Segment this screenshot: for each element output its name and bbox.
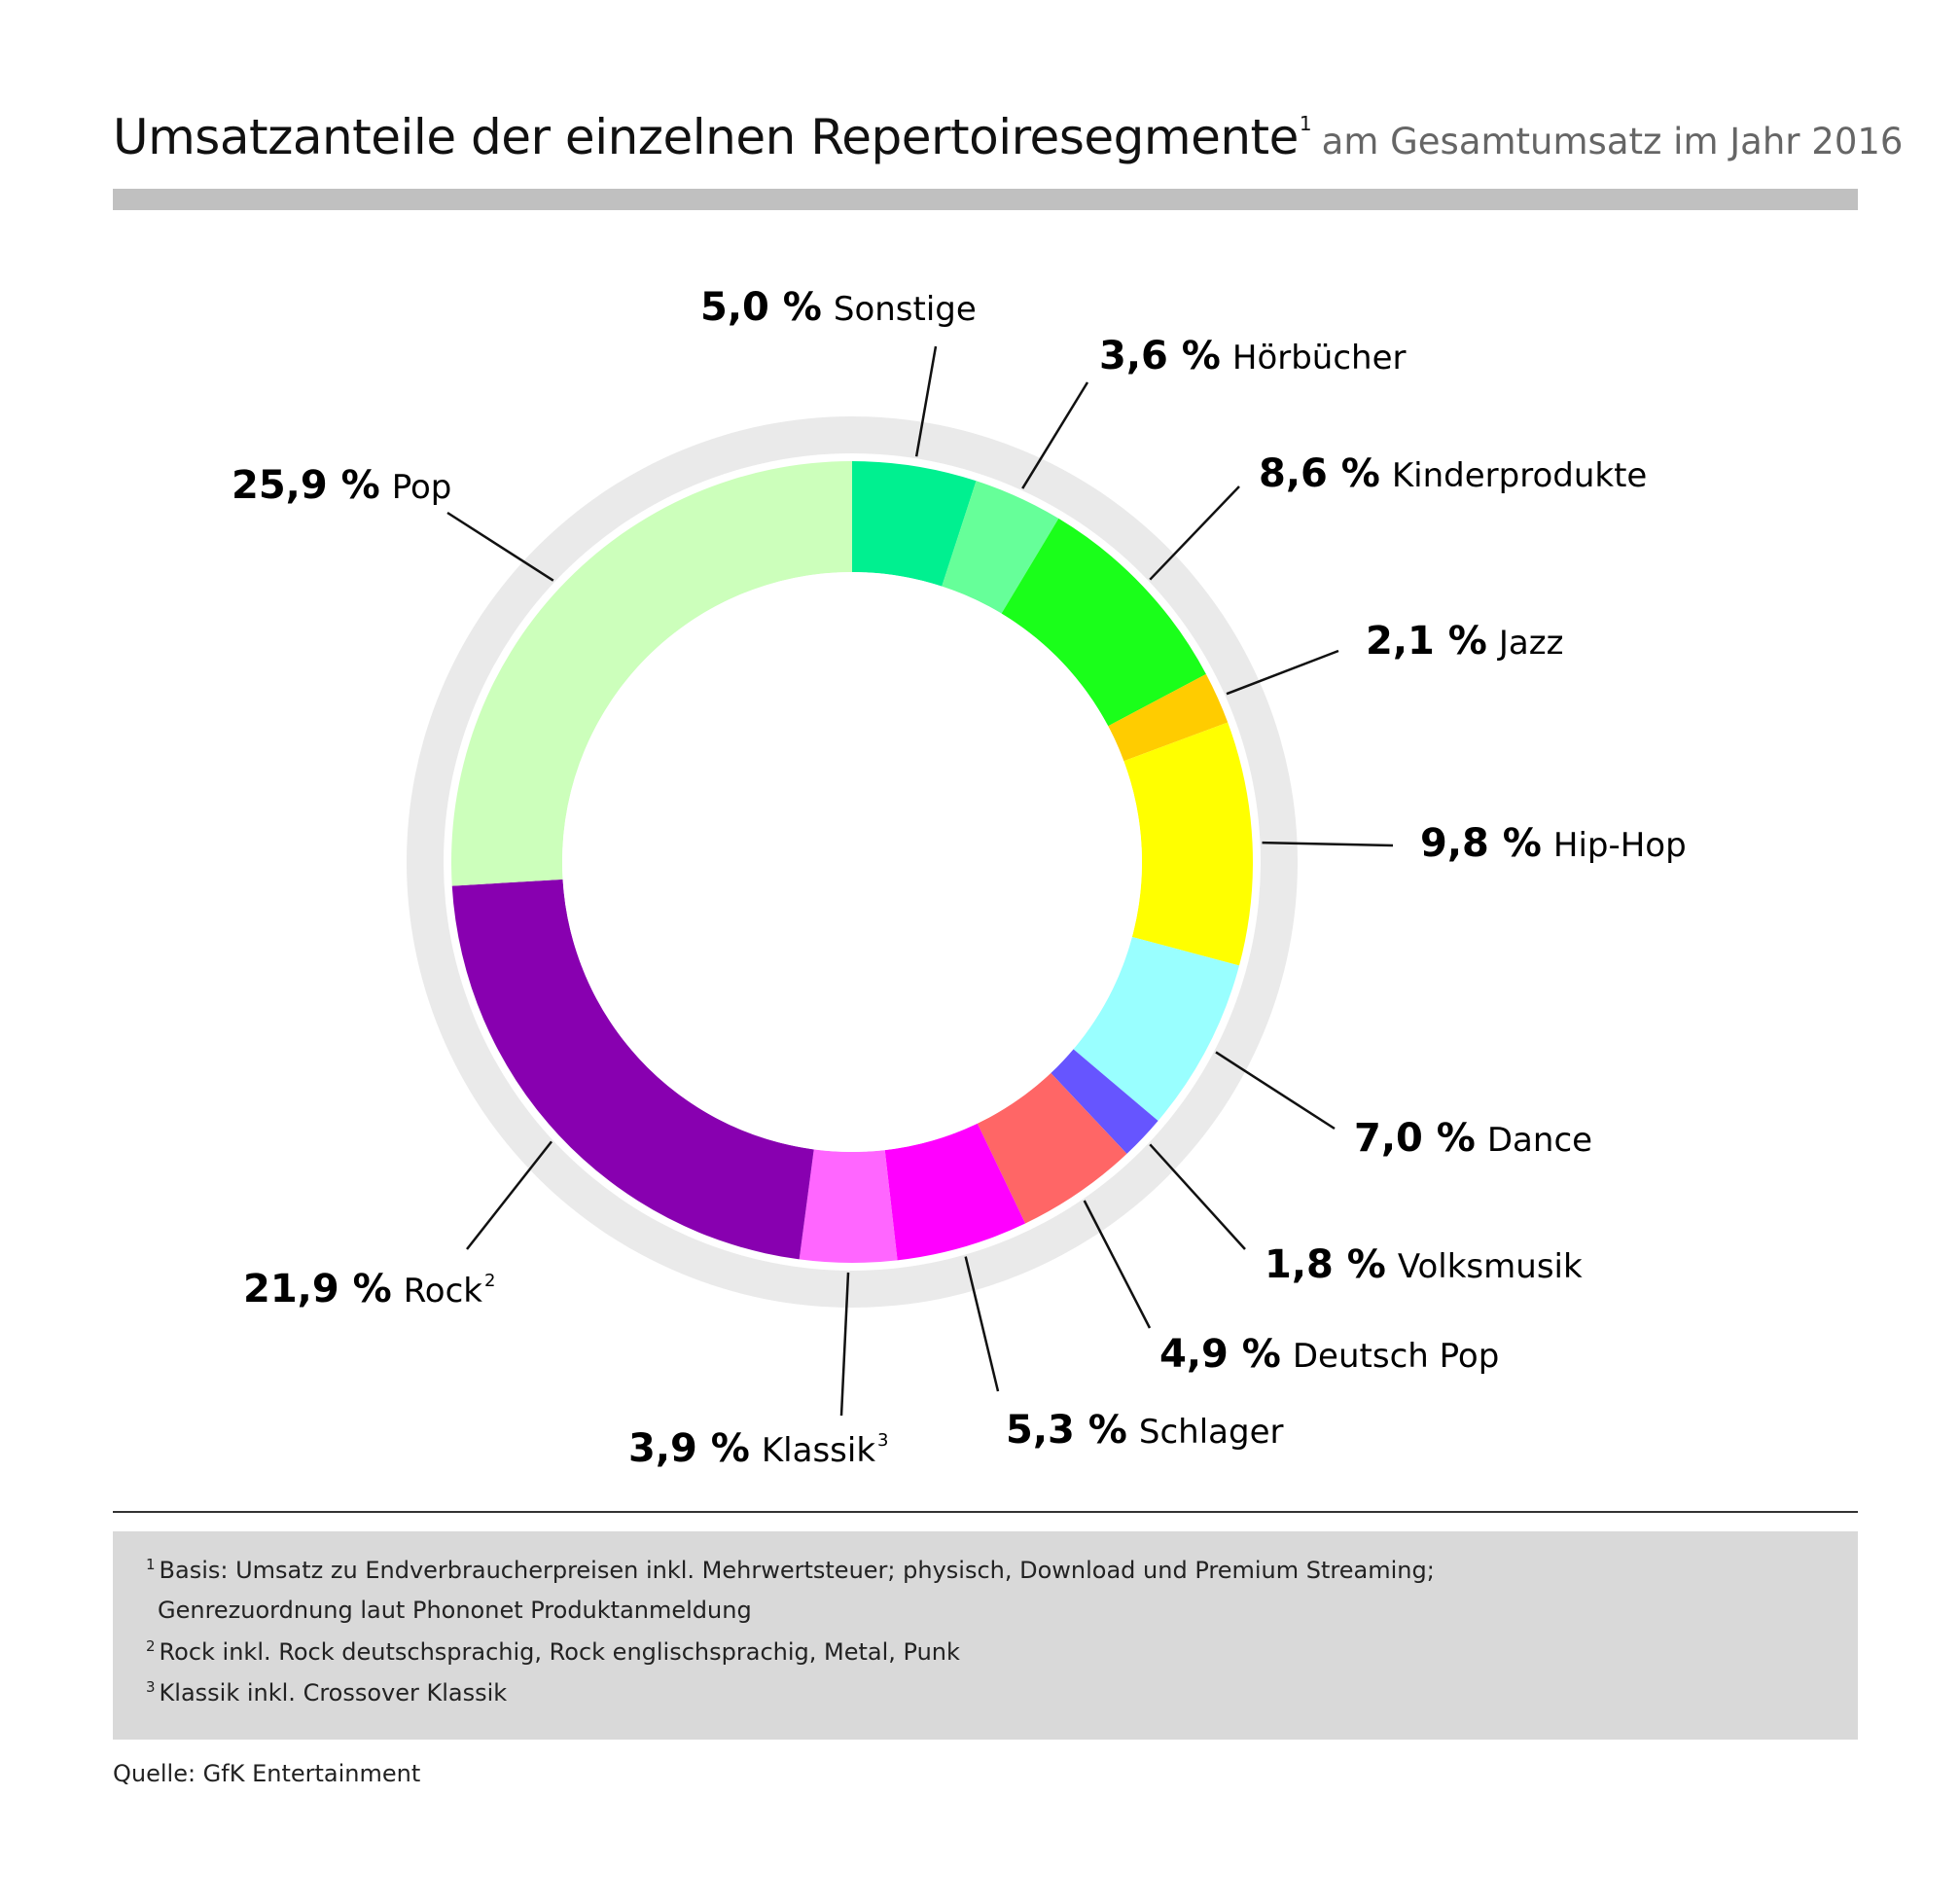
slice-label: 4,9 % Deutsch Pop <box>1159 1332 1499 1377</box>
slice-value: 7,0 % <box>1354 1116 1476 1161</box>
slice-name: Deutsch Pop <box>1293 1337 1499 1376</box>
chart-title-main: Umsatzanteile der einzelnen Repertoirese… <box>113 109 1299 165</box>
slice-label: 3,9 % Klassik 3 <box>628 1426 888 1471</box>
slice-label: 5,0 % Sonstige <box>700 285 977 330</box>
slice-name: Volksmusik <box>1398 1247 1583 1286</box>
footnote-2: 2 Rock inkl. Rock deutschsprachig, Rock e… <box>146 1637 960 1666</box>
slice-name: Kinderprodukte <box>1392 456 1647 495</box>
donut-slices <box>451 461 1253 1263</box>
leader-line <box>1149 1143 1246 1250</box>
slice-value: 21,9 % <box>243 1267 392 1311</box>
slice-label: 9,8 % Hip-Hop <box>1420 821 1687 866</box>
slice-name: Sonstige <box>834 290 977 329</box>
source-note: Quelle: GfK Entertainment <box>113 1760 421 1787</box>
slice-value: 5,0 % <box>700 285 822 330</box>
slice-value: 25,9 % <box>232 463 380 508</box>
footnote-1: 1 Basis: Umsatz zu Endverbraucherpreisen … <box>146 1556 1435 1584</box>
footnote-1-continued: Genrezuordnung laut Phononet Produktanme… <box>158 1597 752 1624</box>
leader-line <box>914 345 938 457</box>
slice-value: 3,9 % <box>628 1426 750 1471</box>
slice-hörbücher <box>942 481 1059 614</box>
slice-footnote-ref: 3 <box>877 1430 888 1451</box>
leader-line <box>1226 649 1339 696</box>
slice-footnote-ref: 2 <box>484 1271 495 1291</box>
leader-line <box>1262 841 1394 847</box>
slice-label: 5,3 % Schlager <box>1006 1408 1283 1453</box>
title-underline-bar <box>113 189 1858 210</box>
footnote-mark: 1 <box>146 1556 156 1573</box>
footnote-text: Klassik inkl. Crossover Klassik <box>159 1679 508 1706</box>
slice-dance <box>1073 936 1240 1122</box>
footnote-mark: 2 <box>146 1637 156 1655</box>
slice-value: 4,9 % <box>1159 1332 1281 1377</box>
leader-line <box>1083 1200 1152 1329</box>
chart-subtitle: am Gesamtumsatz im Jahr 2016 <box>1321 121 1904 162</box>
chart-title: Umsatzanteile der einzelnen Repertoirese… <box>113 109 1903 165</box>
slice-pop <box>451 461 852 886</box>
slice-label: 21,9 % Rock 2 <box>243 1267 495 1311</box>
leader-line <box>964 1256 1000 1392</box>
slice-klassik <box>799 1149 898 1263</box>
slice-value: 9,8 % <box>1420 821 1542 866</box>
footnote-3: 3 Klassik inkl. Crossover Klassik <box>146 1678 508 1706</box>
slice-label: 1,8 % Volksmusik <box>1265 1242 1583 1287</box>
slice-name: Pop <box>392 468 452 507</box>
leader-line <box>839 1272 850 1417</box>
leader-line <box>1149 485 1240 581</box>
leader-line <box>446 511 554 582</box>
leader-line <box>1021 381 1089 489</box>
slice-kinderprodukte <box>1001 518 1206 727</box>
slice-labels: 5,0 % Sonstige 3,6 % Hörbücher 8,6 % Kinderpr… <box>232 285 1687 1471</box>
donut-hole <box>562 572 1142 1152</box>
slice-sonstige <box>852 461 977 587</box>
slice-hip-hop <box>1123 722 1253 966</box>
footnote-mark: 3 <box>146 1678 156 1696</box>
leader-line <box>1215 1051 1336 1131</box>
slice-label: 25,9 % Pop <box>232 463 451 508</box>
slice-value: 2,1 % <box>1366 619 1487 664</box>
slice-name: Schlager <box>1139 1413 1284 1452</box>
leader-line <box>466 1140 552 1250</box>
slice-name: Hip-Hop <box>1553 826 1687 865</box>
slice-name: Rock <box>404 1272 483 1311</box>
slice-deutsch-pop <box>977 1072 1127 1224</box>
slice-label: 8,6 % Kinderprodukte <box>1259 451 1647 496</box>
footnote-text: Rock inkl. Rock deutschsprachig, Rock en… <box>159 1638 960 1666</box>
slice-label: 3,6 % Hörbücher <box>1099 334 1407 378</box>
slice-name: Jazz <box>1497 624 1564 663</box>
slice-value: 1,8 % <box>1265 1242 1386 1287</box>
slice-name: Dance <box>1487 1121 1592 1160</box>
leader-lines <box>446 345 1394 1417</box>
footnotes-box: 1 Basis: Umsatz zu Endverbraucherpreisen … <box>113 1531 1858 1740</box>
slice-jazz <box>1108 673 1229 762</box>
slice-volksmusik <box>1051 1049 1158 1154</box>
title-footnote-ref: 1 <box>1299 112 1312 135</box>
slice-label: 7,0 % Dance <box>1354 1116 1592 1161</box>
slice-value: 5,3 % <box>1006 1408 1127 1453</box>
slice-value: 8,6 % <box>1259 451 1380 496</box>
footnote-divider <box>113 1511 1858 1513</box>
slice-label: 2,1 % Jazz <box>1366 619 1563 664</box>
slice-name: Klassik <box>762 1431 875 1470</box>
footnote-text: Basis: Umsatz zu Endverbraucherpreisen i… <box>159 1557 1435 1584</box>
footnote-text: Genrezuordnung laut Phononet Produktanme… <box>158 1597 752 1624</box>
slice-schlager <box>884 1123 1026 1261</box>
slice-value: 3,6 % <box>1099 334 1221 378</box>
slice-name: Hörbücher <box>1232 339 1407 377</box>
slice-rock <box>451 879 814 1260</box>
